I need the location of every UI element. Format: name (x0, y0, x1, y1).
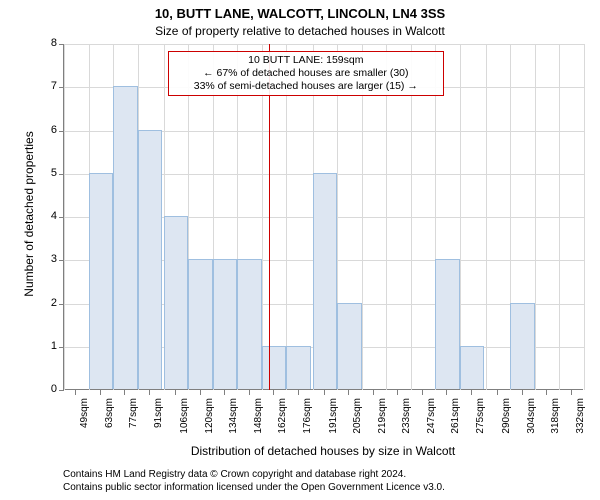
footer-line-2: Contains public sector information licen… (63, 481, 583, 494)
x-tick-label: 120sqm (204, 398, 215, 446)
y-tick-mark (59, 390, 64, 391)
chart-container: 10, BUTT LANE, WALCOTT, LINCOLN, LN4 3SS… (0, 0, 600, 500)
x-tick-label: 106sqm (179, 398, 190, 446)
x-tick-label: 162sqm (277, 398, 288, 446)
x-tick-label: 219sqm (377, 398, 388, 446)
x-tick-mark (522, 390, 523, 395)
x-tick-label: 205sqm (352, 398, 363, 446)
y-tick-label: 5 (39, 167, 57, 179)
x-tick-mark (298, 390, 299, 395)
footer-line-1: Contains HM Land Registry data © Crown c… (63, 468, 583, 481)
gridline-horizontal (64, 44, 584, 45)
x-tick-mark (446, 390, 447, 395)
gridline-vertical (64, 44, 65, 390)
x-tick-mark (249, 390, 250, 395)
x-tick-label: 275sqm (475, 398, 486, 446)
x-tick-label: 261sqm (450, 398, 461, 446)
x-tick-mark (348, 390, 349, 395)
annotation-line: ← 67% of detached houses are smaller (30… (173, 67, 439, 80)
footer-attribution: Contains HM Land Registry data © Crown c… (63, 468, 583, 494)
y-tick-label: 7 (39, 80, 57, 92)
y-tick-label: 1 (39, 340, 57, 352)
histogram-bar (510, 303, 535, 390)
histogram-bar (89, 173, 114, 389)
gridline-vertical (584, 44, 585, 390)
histogram-bar (237, 259, 262, 389)
x-tick-label: 233sqm (401, 398, 412, 446)
x-tick-mark (124, 390, 125, 395)
x-tick-label: 77sqm (128, 398, 139, 446)
histogram-bar (113, 86, 138, 389)
gridline-vertical (535, 44, 536, 390)
y-tick-label: 2 (39, 297, 57, 309)
histogram-bar (213, 259, 238, 389)
x-tick-label: 63sqm (104, 398, 115, 446)
histogram-bar (435, 259, 460, 389)
x-tick-mark (546, 390, 547, 395)
y-tick-label: 3 (39, 253, 57, 265)
histogram-bar (138, 130, 163, 390)
annotation-box: 10 BUTT LANE: 159sqm← 67% of detached ho… (168, 51, 444, 96)
x-tick-mark (273, 390, 274, 395)
x-tick-label: 332sqm (575, 398, 586, 446)
title-sub: Size of property relative to detached ho… (0, 24, 600, 38)
x-tick-label: 318sqm (550, 398, 561, 446)
x-tick-mark (224, 390, 225, 395)
gridline-vertical (486, 44, 487, 390)
title-main: 10, BUTT LANE, WALCOTT, LINCOLN, LN4 3SS (0, 6, 600, 21)
x-tick-label: 247sqm (426, 398, 437, 446)
annotation-line: 10 BUTT LANE: 159sqm (173, 54, 439, 67)
x-tick-label: 191sqm (328, 398, 339, 446)
y-tick-label: 4 (39, 210, 57, 222)
x-tick-mark (324, 390, 325, 395)
histogram-bar (262, 346, 287, 389)
histogram-bar (313, 173, 338, 389)
gridline-vertical (559, 44, 560, 390)
x-tick-mark (373, 390, 374, 395)
histogram-bar (460, 346, 485, 389)
x-tick-label: 134sqm (228, 398, 239, 446)
x-tick-mark (422, 390, 423, 395)
x-tick-label: 304sqm (526, 398, 537, 446)
plot-area: 10 BUTT LANE: 159sqm← 67% of detached ho… (63, 44, 583, 390)
annotation-line: 33% of semi-detached houses are larger (… (173, 80, 439, 93)
x-tick-label: 176sqm (302, 398, 313, 446)
x-tick-mark (571, 390, 572, 395)
x-axis-label: Distribution of detached houses by size … (63, 444, 583, 458)
histogram-bar (286, 346, 311, 389)
x-tick-mark (397, 390, 398, 395)
x-tick-mark (175, 390, 176, 395)
x-tick-mark (100, 390, 101, 395)
y-tick-label: 6 (39, 124, 57, 136)
histogram-bar (188, 259, 213, 389)
histogram-bar (337, 303, 362, 390)
y-tick-label: 8 (39, 37, 57, 49)
x-tick-mark (471, 390, 472, 395)
histogram-bar (164, 216, 189, 389)
x-tick-mark (497, 390, 498, 395)
y-tick-label: 0 (39, 383, 57, 395)
x-tick-label: 290sqm (501, 398, 512, 446)
x-tick-mark (200, 390, 201, 395)
gridline-vertical (460, 44, 461, 390)
y-axis-label: Number of detached properties (22, 114, 36, 314)
x-tick-label: 91sqm (153, 398, 164, 446)
x-tick-mark (75, 390, 76, 395)
x-tick-mark (149, 390, 150, 395)
x-tick-label: 49sqm (79, 398, 90, 446)
x-tick-label: 148sqm (253, 398, 264, 446)
